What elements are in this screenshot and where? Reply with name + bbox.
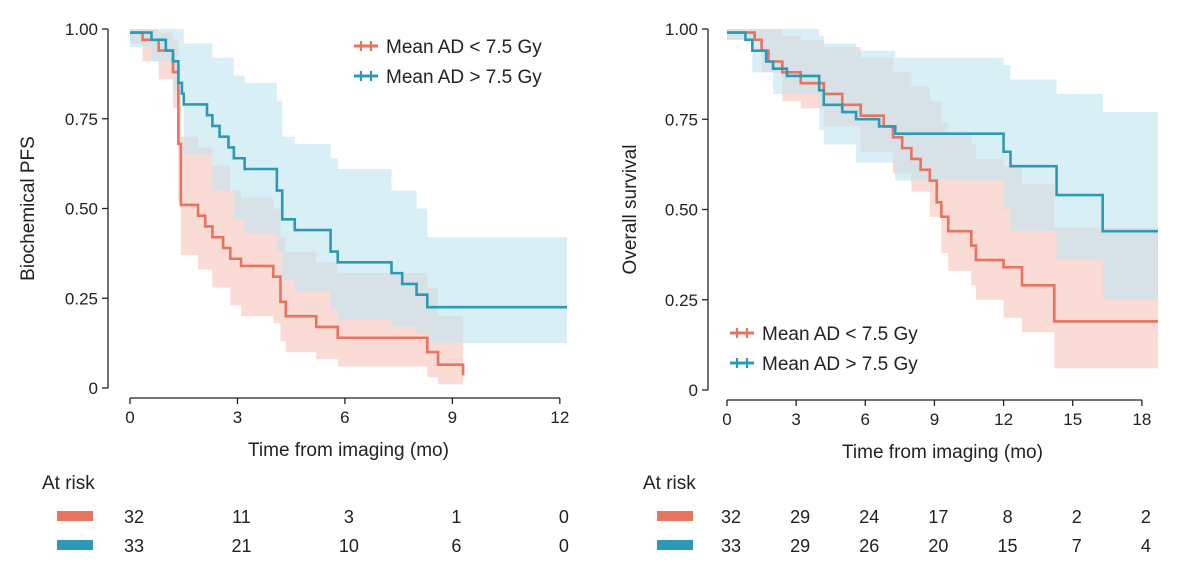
survival-line-series-2 <box>130 31 567 309</box>
at-risk-count: 15 <box>998 536 1018 556</box>
y-tick-label: 1.00 <box>65 20 98 39</box>
at-risk-swatch <box>657 511 693 521</box>
x-tick-label: 6 <box>861 410 870 429</box>
survival-line-series-1 <box>727 31 1158 323</box>
at-risk-title: At risk <box>643 473 696 494</box>
x-tick-label: 0 <box>125 408 134 427</box>
y-tick-label: 0 <box>89 379 98 398</box>
legend-swatch-censor <box>359 71 373 81</box>
at-risk-count: 29 <box>790 536 810 556</box>
y-tick-label: 1.00 <box>665 20 698 39</box>
ci-band-series-2 <box>130 29 567 344</box>
at-risk-count: 4 <box>1141 536 1151 556</box>
x-tick-label: 12 <box>994 410 1013 429</box>
survival-line-series-2 <box>727 31 1158 233</box>
x-tick-label: 18 <box>1132 410 1151 429</box>
at-risk-count: 24 <box>859 507 879 527</box>
y-axis-label: Biochemical PFS <box>18 136 39 281</box>
x-tick-label: 3 <box>791 410 800 429</box>
at-risk-count: 1 <box>451 507 461 527</box>
x-tick-label: 15 <box>1063 410 1082 429</box>
at-risk-count: 6 <box>451 536 461 556</box>
at-risk-count: 33 <box>124 536 144 556</box>
x-tick-label: 6 <box>340 408 349 427</box>
legend-label: Mean AD < 7.5 Gy <box>762 324 918 345</box>
at-risk-count: 3 <box>344 507 354 527</box>
y-tick-label: 0.50 <box>65 200 98 219</box>
legend-swatch-censor <box>735 358 749 368</box>
at-risk-swatch <box>57 540 93 550</box>
at-risk-count: 21 <box>231 536 251 556</box>
at-risk-swatch <box>57 511 93 521</box>
x-tick-label: 0 <box>722 410 731 429</box>
at-risk-count: 7 <box>1072 536 1082 556</box>
at-risk-count: 11 <box>232 507 251 527</box>
y-tick-label: 0.25 <box>65 289 98 308</box>
legend-swatch-censor <box>735 328 749 338</box>
legend-label: Mean AD < 7.5 Gy <box>386 37 542 58</box>
x-axis-label: Time from imaging (mo) <box>248 440 449 461</box>
at-risk-count: 8 <box>1003 507 1013 527</box>
y-axis-label: Overall survival <box>620 145 641 275</box>
x-tick-label: 12 <box>550 408 569 427</box>
at-risk-count: 0 <box>559 507 569 527</box>
legend-label: Mean AD > 7.5 Gy <box>762 354 918 375</box>
panel-overall-survival: 0 0.25 0.50 0.75 1.00 0 3 6 9 12 15 18 Time from ima… <box>620 20 1158 556</box>
at-risk-count: 2 <box>1141 507 1151 527</box>
y-tick-label: 0.25 <box>665 291 698 310</box>
at-risk-count: 33 <box>721 536 741 556</box>
at-risk-count: 0 <box>559 536 569 556</box>
legend-swatch-censor <box>359 41 373 51</box>
at-risk-count: 26 <box>859 536 879 556</box>
legend-label: Mean AD > 7.5 Gy <box>386 67 542 88</box>
survival-line-series-1 <box>130 31 465 376</box>
panel-biochemical-pfs: 0 0.25 0.50 0.75 1.00 0 3 6 9 12 Time from imaging… <box>18 20 569 556</box>
x-tick-label: 3 <box>233 408 242 427</box>
at-risk-title: At risk <box>42 473 95 494</box>
x-tick-label: 9 <box>448 408 457 427</box>
y-tick-label: 0.75 <box>65 110 98 129</box>
y-tick-label: 0.50 <box>665 201 698 220</box>
at-risk-swatch <box>657 540 693 550</box>
y-tick-label: 0 <box>689 381 698 400</box>
at-risk-count: 10 <box>339 536 359 556</box>
at-risk-count: 20 <box>928 536 948 556</box>
at-risk-count: 32 <box>721 507 741 527</box>
x-axis-label: Time from imaging (mo) <box>842 442 1043 463</box>
ci-band-series-2 <box>727 29 1158 300</box>
x-tick-label: 9 <box>930 410 939 429</box>
at-risk-count: 32 <box>124 507 144 527</box>
y-tick-label: 0.75 <box>665 110 698 129</box>
at-risk-count: 2 <box>1072 507 1082 527</box>
at-risk-count: 17 <box>928 507 948 527</box>
at-risk-count: 29 <box>790 507 810 527</box>
